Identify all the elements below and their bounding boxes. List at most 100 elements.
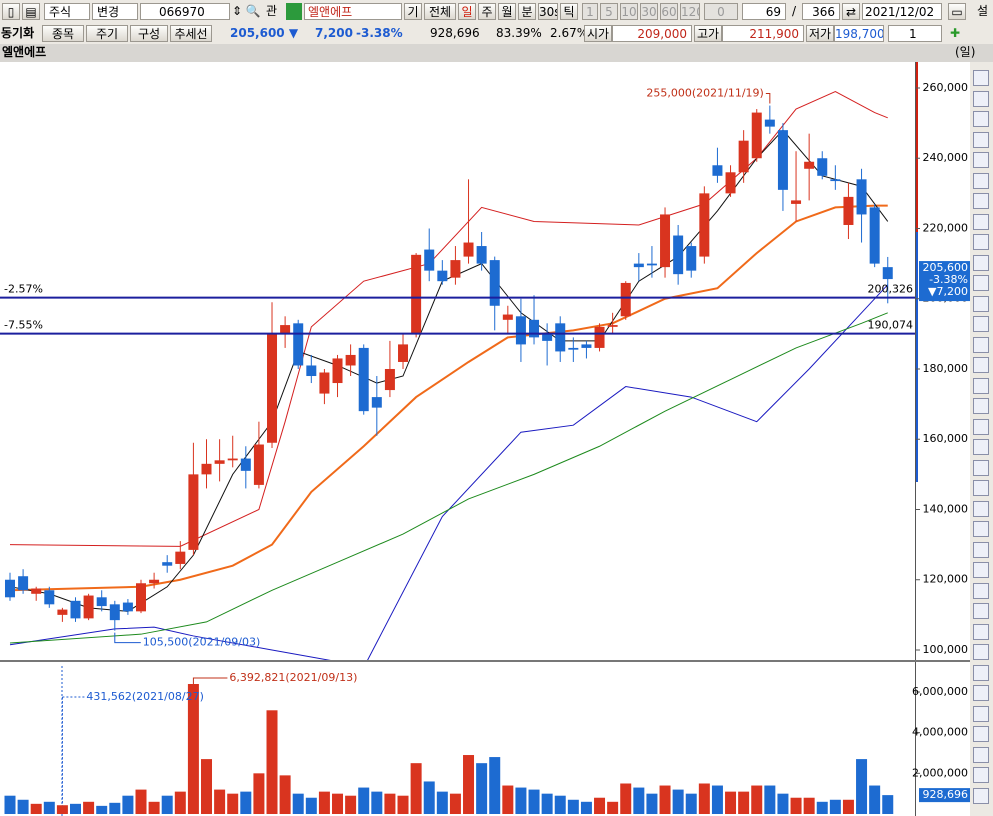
candle-body (791, 200, 802, 204)
market-combo[interactable]: 주식 (44, 3, 90, 20)
tool-icon[interactable] (973, 787, 989, 804)
button[interactable]: 전체 (424, 3, 456, 20)
change-combo[interactable]: 변경 (92, 3, 138, 20)
tool-icon[interactable] (973, 131, 989, 148)
button[interactable]: 월 (498, 3, 516, 20)
button[interactable]: 기 (404, 3, 422, 20)
button[interactable]: 분 (518, 3, 536, 20)
sync[interactable]: 동기화 (1, 26, 35, 40)
button[interactable]: 틱 (560, 3, 578, 20)
button[interactable]: 일 (458, 3, 476, 20)
candle-body (633, 263, 644, 268)
candle-body (817, 158, 828, 176)
icon[interactable]: ⇄ (842, 3, 860, 20)
volume-bar (227, 793, 239, 814)
candle-body (83, 595, 94, 619)
tool-icon[interactable] (973, 213, 989, 230)
tool-icon[interactable] (973, 644, 989, 660)
tool-icon[interactable] (973, 705, 989, 722)
tool-icon[interactable] (973, 193, 989, 209)
date-input[interactable]: 2021/12/02 (862, 3, 942, 20)
button[interactable]: 주 (478, 3, 496, 20)
icon[interactable]: ▯ (2, 3, 20, 20)
tool-icon[interactable] (973, 152, 989, 168)
settings[interactable]: 설 (977, 4, 989, 18)
y-tick-label: 160,000 (923, 432, 969, 445)
tool-icon[interactable] (973, 377, 989, 394)
tool-icon[interactable] (973, 664, 989, 681)
candle-body (57, 609, 68, 615)
volume-bar (567, 799, 579, 814)
button[interactable]: 30 (640, 3, 658, 20)
last-price-text: ▼7,200 (928, 285, 968, 298)
tool-icon[interactable] (973, 459, 989, 476)
candle-body (594, 326, 605, 348)
tool-icon[interactable] (973, 336, 989, 353)
volume-bar (816, 801, 828, 814)
volume-bar (842, 799, 854, 814)
icon[interactable]: ▤ (22, 3, 40, 20)
tool-icon[interactable] (973, 70, 989, 86)
candle-body (411, 254, 422, 334)
tool-icon[interactable] (973, 275, 989, 291)
candle-body (502, 314, 513, 320)
button[interactable]: 30s (538, 3, 558, 20)
input[interactable]: 0 (704, 3, 738, 20)
tool-icon[interactable] (973, 316, 989, 332)
count-combo[interactable]: 1 (888, 25, 942, 42)
chart-title: 엘앤에프 (2, 45, 47, 59)
volume-bar (436, 791, 448, 814)
candle-body (568, 347, 579, 350)
candle-body (240, 458, 251, 471)
tool-icon[interactable] (973, 726, 989, 742)
button[interactable]: 구성 (130, 25, 168, 42)
tool-icon[interactable] (973, 254, 989, 271)
related[interactable]: 관 (266, 4, 278, 18)
candle-body (424, 249, 435, 271)
level-value: 200,326 (868, 283, 914, 296)
volume-bar (318, 791, 330, 814)
input[interactable]: 69 (742, 3, 786, 20)
tool-icon[interactable] (973, 357, 989, 373)
volume-bar (554, 795, 566, 814)
icons[interactable]: ⇕ 🔍 (232, 4, 261, 18)
tool-icon[interactable] (973, 623, 989, 640)
tool-icon[interactable] (973, 398, 989, 414)
button[interactable]: 10 (620, 3, 638, 20)
level-label: -7.55% (4, 319, 43, 332)
button[interactable]: 종목 (42, 25, 84, 42)
button[interactable]: 120 (680, 3, 700, 20)
tool-icon[interactable] (973, 582, 989, 599)
input[interactable]: 366 (802, 3, 840, 20)
annotation-arrow (192, 677, 228, 685)
tool-icon[interactable] (973, 767, 989, 783)
tool-icon[interactable] (973, 746, 989, 763)
candle-body (529, 319, 540, 338)
button[interactable]: 주기 (86, 25, 128, 42)
code-input[interactable]: 066970 (140, 3, 230, 20)
annotation: 255,000(2021/11/19) (646, 87, 763, 100)
tool-icon[interactable] (973, 111, 989, 127)
tool-icon[interactable] (973, 90, 989, 107)
tool-icon[interactable] (973, 480, 989, 496)
tool-icon[interactable] (973, 234, 989, 250)
tool-icon[interactable] (973, 685, 989, 701)
tool-icon[interactable] (973, 418, 989, 435)
tool-icon[interactable] (973, 521, 989, 537)
tool-icon[interactable] (973, 562, 989, 578)
button[interactable]: 1 (582, 3, 598, 20)
icon[interactable]: ▭ (948, 3, 966, 20)
candle-body (358, 347, 369, 412)
tool-icon[interactable] (973, 295, 989, 312)
button[interactable]: 60 (660, 3, 678, 20)
volume-bar (56, 805, 68, 814)
tool-icon[interactable] (973, 439, 989, 455)
volume-bar (449, 793, 461, 814)
tool-icon[interactable] (973, 172, 989, 189)
button[interactable]: 5 (600, 3, 618, 20)
button[interactable]: 추세선 (170, 25, 212, 42)
add[interactable]: ✚ (950, 26, 961, 40)
tool-icon[interactable] (973, 541, 989, 558)
tool-icon[interactable] (973, 603, 989, 619)
tool-icon[interactable] (973, 500, 989, 517)
